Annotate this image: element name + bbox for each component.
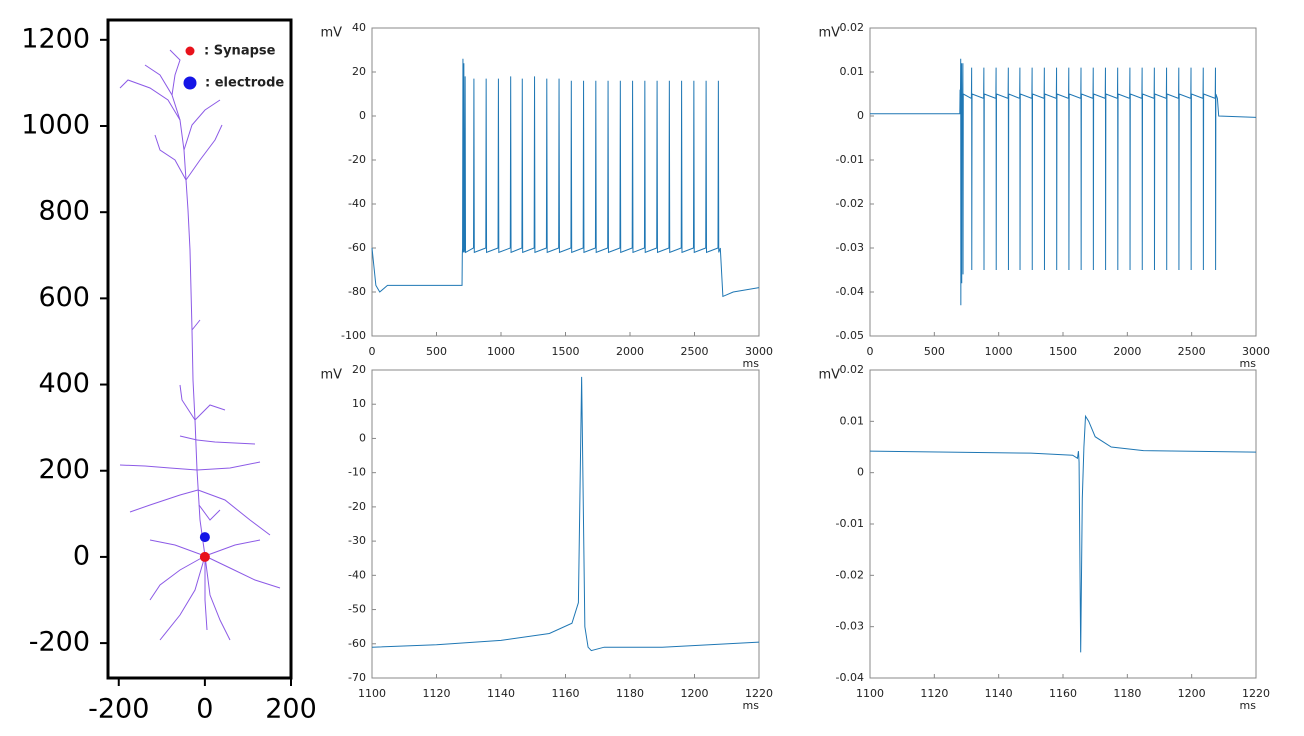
y-tick-label: 1200 [21,23,90,54]
y-tick-label: -70 [348,671,366,684]
plot-frame [869,369,1257,679]
y-tick-label: -10 [348,466,366,479]
x-tick-label: 1160 [1049,687,1077,700]
x-tick-label: 1500 [1049,345,1077,358]
y-tick-label: 0.02 [840,363,865,376]
x-axis-label: ms [1240,357,1257,370]
plot-frame [106,18,293,680]
x-tick-label: 1180 [616,687,644,700]
x-tick-label: 0 [369,345,376,358]
y-tick-label: 0.01 [840,65,865,78]
x-tick-label: 1180 [1113,687,1141,700]
x-tick-label: 1200 [1178,687,1206,700]
y-tick-label: -50 [348,603,366,616]
y-tick-label: -0.02 [836,197,864,210]
y-tick-label: 40 [352,21,366,34]
y-tick-label: 0.02 [840,21,865,34]
y-tick-label: -40 [348,197,366,210]
x-tick-label: 2500 [681,345,709,358]
y-tick-label: -0.02 [836,568,864,581]
plot-frame [371,369,760,679]
trace-line [371,376,760,652]
x-tick-label: 200 [265,694,317,725]
x-tick-label: 1220 [745,687,773,700]
x-tick-label: 500 [924,345,945,358]
x-tick-label: 0 [867,345,874,358]
y-tick-label: -0.03 [836,241,864,254]
x-axis-label: ms [743,699,760,712]
trace-line [870,58,1257,306]
y-tick-label: -0.03 [836,620,864,633]
plot-frame [371,27,760,337]
y-tick-label: 0 [857,109,864,122]
y-tick-label: 200 [38,454,90,485]
x-tick-label: 3000 [1242,345,1270,358]
x-tick-label: 2000 [616,345,644,358]
y-tick-label: -30 [348,534,366,547]
x-tick-label: 1000 [487,345,515,358]
y-tick-label: 400 [38,368,90,399]
y-tick-label: -0.01 [836,517,864,530]
y-tick-label: 20 [352,65,366,78]
y-tick-label: 0 [73,540,90,571]
y-axis-label: mV [818,26,840,41]
trace-line [371,58,760,298]
y-tick-label: 1000 [21,110,90,141]
y-tick-label: -20 [348,500,366,513]
y-tick-label: 0 [359,431,366,444]
x-tick-label: 1120 [920,687,948,700]
x-tick-label: -200 [88,694,149,725]
y-tick-label: 0 [359,109,366,122]
y-tick-label: -40 [348,568,366,581]
y-tick-label: -0.04 [836,285,864,298]
x-tick-label: 1220 [1242,687,1270,700]
y-axis-label: mV [320,26,342,41]
legend-label: : Synapse [204,44,276,59]
y-tick-label: 20 [352,363,366,376]
point [199,551,210,562]
y-tick-label: -0.04 [836,671,864,684]
y-tick-label: 600 [38,282,90,313]
trace-line [869,414,1257,653]
legend-marker [183,76,197,90]
x-tick-label: 0 [196,694,213,725]
x-axis-label: ms [743,357,760,370]
x-tick-label: 2000 [1113,345,1141,358]
point [199,532,210,543]
y-tick-label: 800 [38,196,90,227]
y-tick-label: -0.05 [836,329,864,342]
x-tick-label: 500 [426,345,447,358]
x-tick-label: 1120 [423,687,451,700]
y-tick-label: 10 [352,397,366,410]
x-tick-label: 1140 [487,687,515,700]
x-axis-label: ms [1240,699,1257,712]
y-tick-label: -20 [348,153,366,166]
x-tick-label: 1200 [681,687,709,700]
y-tick-label: 0 [857,466,864,479]
plot-frame [869,27,1257,337]
y-axis-label: mV [320,368,342,383]
x-tick-label: 1140 [985,687,1013,700]
y-tick-label: -0.01 [836,153,864,166]
x-tick-label: 1160 [552,687,580,700]
y-axis-label: mV [818,368,840,383]
y-tick-label: 0.01 [840,414,865,427]
y-tick-label: -80 [348,285,366,298]
x-tick-label: 1000 [985,345,1013,358]
x-tick-label: 1100 [856,687,884,700]
y-tick-label: -60 [348,241,366,254]
y-tick-label: -100 [341,329,366,342]
x-tick-label: 1500 [552,345,580,358]
legend-marker [185,46,195,56]
neuron-morphology [119,49,281,641]
x-tick-label: 3000 [745,345,773,358]
x-tick-label: 2500 [1178,345,1206,358]
y-tick-label: -200 [29,627,90,658]
y-tick-label: -60 [348,637,366,650]
x-tick-label: 1100 [358,687,386,700]
legend-label: : electrode [205,76,284,91]
